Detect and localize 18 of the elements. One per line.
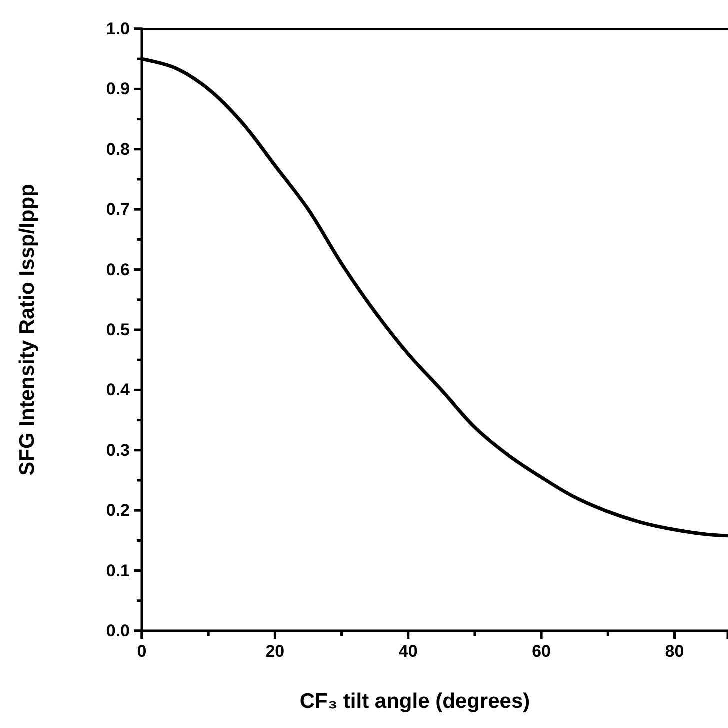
y-tick-label: 0.0 bbox=[106, 621, 130, 640]
x-tick-label: 80 bbox=[665, 642, 684, 662]
y-tick-label: 0.9 bbox=[106, 80, 130, 99]
x-tick-label: 20 bbox=[266, 642, 285, 662]
y-tick-label: 0.4 bbox=[106, 380, 131, 400]
y-tick-label: 0.3 bbox=[106, 440, 130, 460]
x-axis-title: CF₃ tilt angle (degrees) bbox=[300, 690, 530, 713]
y-tick-label: 1.0 bbox=[106, 19, 130, 38]
x-tick-label: 60 bbox=[532, 642, 552, 662]
y-tick-label: 0.1 bbox=[106, 561, 130, 580]
y-tick-label: 0.8 bbox=[106, 140, 130, 159]
y-tick-label: 0.7 bbox=[106, 200, 130, 220]
y-tick-label: 0.6 bbox=[106, 260, 130, 280]
y-axis-title: SFG Intensity Ratio Issp/Ippp bbox=[16, 184, 39, 476]
x-tick-label: 0 bbox=[137, 642, 147, 662]
x-tick-label: 40 bbox=[398, 642, 418, 662]
y-tick-label: 0.5 bbox=[106, 320, 130, 340]
y-tick-label: 0.2 bbox=[106, 501, 130, 520]
